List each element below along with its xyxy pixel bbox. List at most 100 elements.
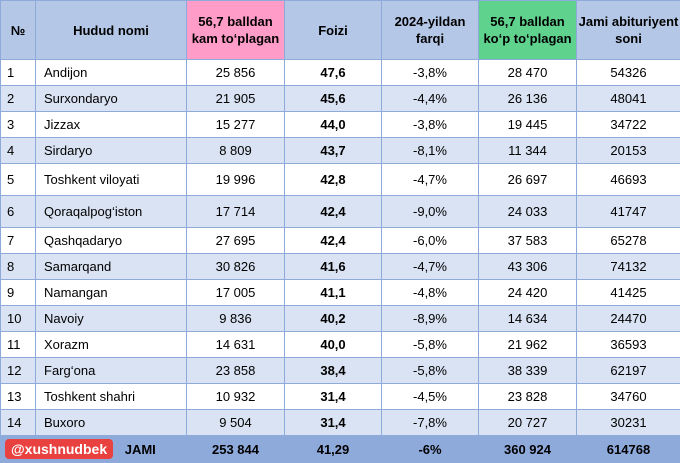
cell-diff: -4,8% (382, 280, 479, 306)
cell-diff: -3,8% (382, 60, 479, 86)
cell-num: 4 (1, 138, 36, 164)
cell-above: 20 727 (479, 410, 577, 436)
cell-percent: 47,6 (285, 60, 382, 86)
header-region: Hudud nomi (36, 1, 187, 60)
cell-below: 27 695 (187, 228, 285, 254)
cell-total: 34760 (577, 384, 680, 410)
total-label: JAMI (125, 442, 156, 457)
cell-below: 23 858 (187, 358, 285, 384)
cell-percent: 43,7 (285, 138, 382, 164)
cell-below: 10 932 (187, 384, 285, 410)
cell-percent: 40,2 (285, 306, 382, 332)
cell-diff: -6,0% (382, 228, 479, 254)
cell-percent: 40,0 (285, 332, 382, 358)
total-below: 253 844 (187, 436, 285, 463)
cell-above: 24 420 (479, 280, 577, 306)
cell-below: 8 809 (187, 138, 285, 164)
header-row: № Hudud nomi 56,7 balldan kam to‘plagan … (1, 1, 680, 60)
cell-num: 8 (1, 254, 36, 280)
cell-diff: -5,8% (382, 358, 479, 384)
cell-total: 65278 (577, 228, 680, 254)
cell-total: 30231 (577, 410, 680, 436)
cell-below: 30 826 (187, 254, 285, 280)
total-row: @xushnudbek JAMI 253 844 41,29 -6% 360 9… (1, 436, 680, 463)
cell-region: Surxondaryo (36, 86, 187, 112)
header-total: Jami abituriyent soni (577, 1, 680, 60)
cell-num: 2 (1, 86, 36, 112)
cell-region: Toshkent viloyati (36, 164, 187, 196)
cell-num: 13 (1, 384, 36, 410)
cell-percent: 42,4 (285, 228, 382, 254)
cell-diff: -9,0% (382, 196, 479, 228)
cell-region: Andijon (36, 60, 187, 86)
cell-total: 46693 (577, 164, 680, 196)
cell-diff: -8,1% (382, 138, 479, 164)
cell-num: 12 (1, 358, 36, 384)
cell-below: 19 996 (187, 164, 285, 196)
cell-diff: -7,8% (382, 410, 479, 436)
cell-below: 17 714 (187, 196, 285, 228)
cell-below: 9 836 (187, 306, 285, 332)
cell-above: 19 445 (479, 112, 577, 138)
cell-region: Farg‘ona (36, 358, 187, 384)
cell-num: 11 (1, 332, 36, 358)
author-tag: @xushnudbek (5, 439, 113, 459)
total-total: 614768 (577, 436, 680, 463)
cell-diff: -8,9% (382, 306, 479, 332)
cell-total: 62197 (577, 358, 680, 384)
cell-above: 28 470 (479, 60, 577, 86)
total-diff: -6% (382, 436, 479, 463)
cell-num: 9 (1, 280, 36, 306)
cell-diff: -4,7% (382, 164, 479, 196)
header-below: 56,7 balldan kam to‘plagan (187, 1, 285, 60)
header-percent: Foizi (285, 1, 382, 60)
header-num: № (1, 1, 36, 60)
total-percent: 41,29 (285, 436, 382, 463)
footer-label-cell: @xushnudbek JAMI (1, 436, 187, 463)
cell-below: 9 504 (187, 410, 285, 436)
cell-above: 21 962 (479, 332, 577, 358)
cell-diff: -5,8% (382, 332, 479, 358)
cell-below: 17 005 (187, 280, 285, 306)
cell-num: 7 (1, 228, 36, 254)
cell-percent: 42,4 (285, 196, 382, 228)
cell-diff: -4,4% (382, 86, 479, 112)
cell-percent: 45,6 (285, 86, 382, 112)
cell-diff: -4,5% (382, 384, 479, 410)
cell-diff: -4,7% (382, 254, 479, 280)
cell-total: 54326 (577, 60, 680, 86)
cell-total: 36593 (577, 332, 680, 358)
cell-region: Samarqand (36, 254, 187, 280)
cell-region: Jizzax (36, 112, 187, 138)
cell-region: Qoraqalpog‘iston (36, 196, 187, 228)
cell-above: 43 306 (479, 254, 577, 280)
cell-above: 14 634 (479, 306, 577, 332)
cell-region: Buxoro (36, 410, 187, 436)
cell-num: 3 (1, 112, 36, 138)
cell-percent: 44,0 (285, 112, 382, 138)
cell-total: 41425 (577, 280, 680, 306)
cell-above: 38 339 (479, 358, 577, 384)
cell-below: 14 631 (187, 332, 285, 358)
cell-num: 10 (1, 306, 36, 332)
cell-above: 26 697 (479, 164, 577, 196)
cell-above: 26 136 (479, 86, 577, 112)
cell-region: Qashqadaryo (36, 228, 187, 254)
cell-diff: -3,8% (382, 112, 479, 138)
cell-total: 24470 (577, 306, 680, 332)
cell-region: Navoiy (36, 306, 187, 332)
cell-num: 14 (1, 410, 36, 436)
